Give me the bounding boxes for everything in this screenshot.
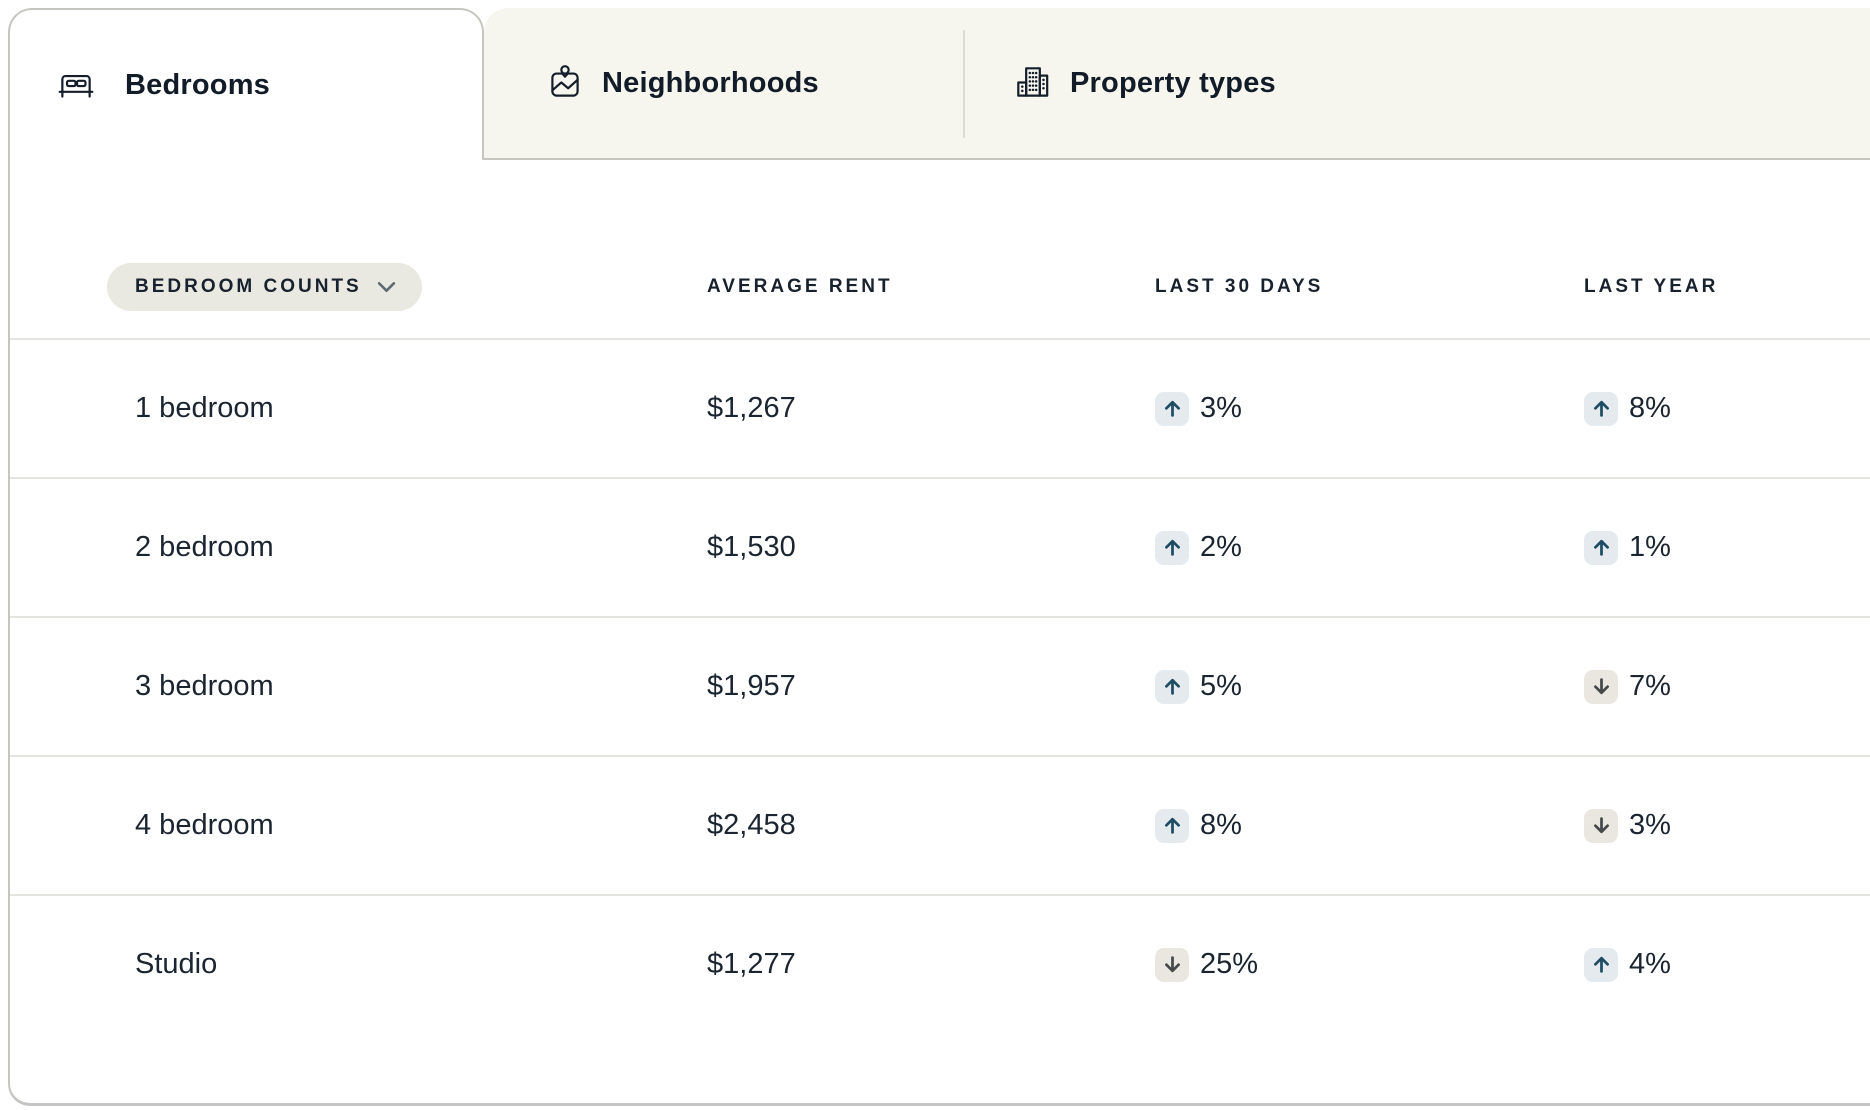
arrow-up-icon <box>1584 391 1618 426</box>
last-year-change: 8% <box>1584 391 1870 426</box>
tab-strip: Neighborhoods Property types <box>484 8 1870 160</box>
last-year-change: 3% <box>1584 808 1870 843</box>
last-year-change: 1% <box>1584 530 1870 565</box>
tab-label: Neighborhoods <box>602 66 819 99</box>
table-body: 1 bedroom $1,267 3% 8% 2 bedroom $1,530 2% 1% 3 … <box>10 338 1870 1033</box>
tab-label: Property types <box>1070 66 1276 99</box>
average-rent-value: $1,277 <box>707 948 796 980</box>
bedroom-count-label: 3 bedroom <box>135 670 274 702</box>
average-rent-value: $1,530 <box>707 531 796 563</box>
tab-property-types[interactable]: Property types <box>1012 8 1276 158</box>
dropdown-label: BEDROOM COUNTS <box>135 276 362 297</box>
tab-neighborhoods[interactable]: Neighborhoods <box>544 8 819 158</box>
change-value: 25% <box>1200 948 1259 980</box>
column-header-last-year: LAST YEAR <box>1584 276 1719 297</box>
table-row: 2 bedroom $1,530 2% 1% <box>10 477 1870 616</box>
tab-divider <box>963 30 965 138</box>
bedroom-count-label: 4 bedroom <box>135 809 274 841</box>
buildings-icon <box>1012 62 1054 104</box>
table-row: Studio $1,277 25% 4% <box>10 894 1870 1033</box>
arrow-up-icon <box>1155 391 1189 426</box>
table-row: 3 bedroom $1,957 5% 7% <box>10 616 1870 755</box>
tab-bedrooms[interactable]: Bedrooms <box>8 8 484 160</box>
tab-label: Bedrooms <box>125 68 271 101</box>
change-value: 8% <box>1629 392 1671 424</box>
bed-icon <box>55 64 97 106</box>
arrow-up-icon <box>1155 669 1189 704</box>
arrow-down-icon <box>1155 947 1189 982</box>
header-cell-bedroom-counts: BEDROOM COUNTS <box>107 263 707 311</box>
average-rent-value: $1,267 <box>707 392 796 424</box>
map-icon <box>544 62 586 104</box>
arrow-up-icon <box>1584 530 1618 565</box>
tab-bar: Bedrooms Neighborhoods <box>8 8 1870 160</box>
last-30-days-change: 2% <box>1155 530 1584 565</box>
bedroom-counts-dropdown[interactable]: BEDROOM COUNTS <box>107 263 422 311</box>
arrow-up-icon <box>1584 947 1618 982</box>
bedroom-count-label: Studio <box>135 948 218 980</box>
table-row: 1 bedroom $1,267 3% 8% <box>10 338 1870 477</box>
change-value: 4% <box>1629 948 1671 980</box>
arrow-up-icon <box>1155 808 1189 843</box>
change-value: 3% <box>1629 809 1671 841</box>
last-year-change: 4% <box>1584 947 1870 982</box>
last-year-change: 7% <box>1584 669 1870 704</box>
column-header-last-30-days: LAST 30 DAYS <box>1155 276 1324 297</box>
table-row: 4 bedroom $2,458 8% 3% <box>10 755 1870 894</box>
change-value: 5% <box>1200 670 1242 702</box>
last-30-days-change: 3% <box>1155 391 1584 426</box>
last-30-days-change: 5% <box>1155 669 1584 704</box>
chevron-down-icon <box>377 281 396 293</box>
arrow-down-icon <box>1584 669 1618 704</box>
arrow-down-icon <box>1584 808 1618 843</box>
bedroom-count-label: 2 bedroom <box>135 531 274 563</box>
average-rent-value: $1,957 <box>707 670 796 702</box>
change-value: 7% <box>1629 670 1671 702</box>
change-value: 8% <box>1200 809 1242 841</box>
last-30-days-change: 25% <box>1155 947 1584 982</box>
average-rent-value: $2,458 <box>707 809 796 841</box>
column-header-average-rent: AVERAGE RENT <box>707 276 893 297</box>
arrow-up-icon <box>1155 530 1189 565</box>
table-header: BEDROOM COUNTS AVERAGE RENT LAST 30 DAYS… <box>10 263 1870 311</box>
change-value: 1% <box>1629 531 1671 563</box>
bedroom-count-label: 1 bedroom <box>135 392 274 424</box>
content-panel: BEDROOM COUNTS AVERAGE RENT LAST 30 DAYS… <box>8 160 1870 1106</box>
change-value: 3% <box>1200 392 1242 424</box>
last-30-days-change: 8% <box>1155 808 1584 843</box>
change-value: 2% <box>1200 531 1242 563</box>
